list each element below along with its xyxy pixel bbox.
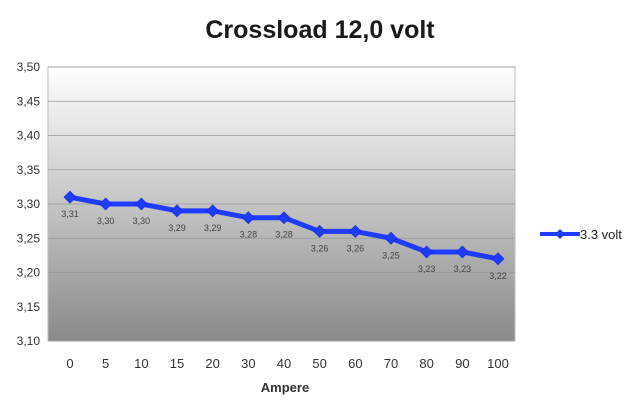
x-tick-label: 100 xyxy=(487,356,509,371)
y-tick-label: 3,35 xyxy=(17,163,41,177)
legend-marker xyxy=(555,229,565,239)
data-label: 3,23 xyxy=(418,264,436,274)
data-label: 3,29 xyxy=(168,223,186,233)
data-point-marker xyxy=(170,204,184,218)
legend-label: 3.3 volt xyxy=(580,227,622,242)
data-label: 3,26 xyxy=(347,243,365,253)
x-tick-label: 30 xyxy=(241,356,255,371)
x-tick-label: 20 xyxy=(205,356,219,371)
data-point-marker xyxy=(63,190,77,204)
x-tick-label: 15 xyxy=(170,356,184,371)
data-label: 3,25 xyxy=(382,250,400,260)
data-labels: 3,31 3,30 3,30 3,29 3,29 3,28 3,28 3,26 3,26 3,25… xyxy=(61,209,507,281)
y-tick-label: 3,15 xyxy=(17,300,41,314)
x-tick-label: 5 xyxy=(102,356,109,371)
y-tick-label: 3,10 xyxy=(17,334,41,348)
data-label: 3,30 xyxy=(97,216,115,226)
x-tick-label: 10 xyxy=(134,356,148,371)
data-point-marker xyxy=(491,252,505,266)
data-point-marker xyxy=(277,211,291,225)
data-label: 3,23 xyxy=(454,264,472,274)
chart-title: Crossload 12,0 volt xyxy=(205,16,435,44)
x-tick-label: 0 xyxy=(66,356,73,371)
data-label: 3,30 xyxy=(133,216,151,226)
data-label: 3,31 xyxy=(61,209,79,219)
data-point-marker xyxy=(313,224,327,238)
x-axis-ticks: 0 5 10 15 20 30 40 50 60 70 80 90 100 xyxy=(66,356,508,371)
x-tick-label: 50 xyxy=(312,356,326,371)
data-point-marker xyxy=(348,224,362,238)
y-tick-label: 3,40 xyxy=(17,129,41,143)
data-point-marker xyxy=(99,197,113,211)
x-axis-label: Ampere xyxy=(261,380,309,395)
x-tick-label: 90 xyxy=(455,356,469,371)
x-tick-label: 60 xyxy=(348,356,362,371)
y-axis-ticks: 3,10 3,15 3,20 3,25 3,30 3,35 3,40 3,45 3,50 xyxy=(17,60,41,348)
x-tick-label: 80 xyxy=(419,356,433,371)
data-point-marker xyxy=(241,211,255,225)
y-tick-label: 3,30 xyxy=(17,197,41,211)
y-tick-label: 3,25 xyxy=(17,231,41,245)
gridlines xyxy=(48,66,515,342)
data-point-marker xyxy=(455,245,469,259)
data-label: 3,22 xyxy=(489,271,507,281)
data-point-marker xyxy=(384,231,398,245)
y-tick-label: 3,50 xyxy=(17,60,41,74)
x-tick-label: 70 xyxy=(384,356,398,371)
data-label: 3,29 xyxy=(204,223,222,233)
y-tick-label: 3,45 xyxy=(17,94,41,108)
legend: 3.3 volt xyxy=(540,227,622,242)
data-point-marker xyxy=(134,197,148,211)
series-group xyxy=(63,190,505,266)
x-tick-label: 40 xyxy=(277,356,291,371)
data-label: 3,28 xyxy=(240,230,258,240)
y-tick-label: 3,20 xyxy=(17,266,41,280)
data-point-marker xyxy=(206,204,220,218)
data-label: 3,26 xyxy=(311,243,329,253)
data-label: 3,28 xyxy=(275,230,293,240)
data-point-marker xyxy=(420,245,434,259)
